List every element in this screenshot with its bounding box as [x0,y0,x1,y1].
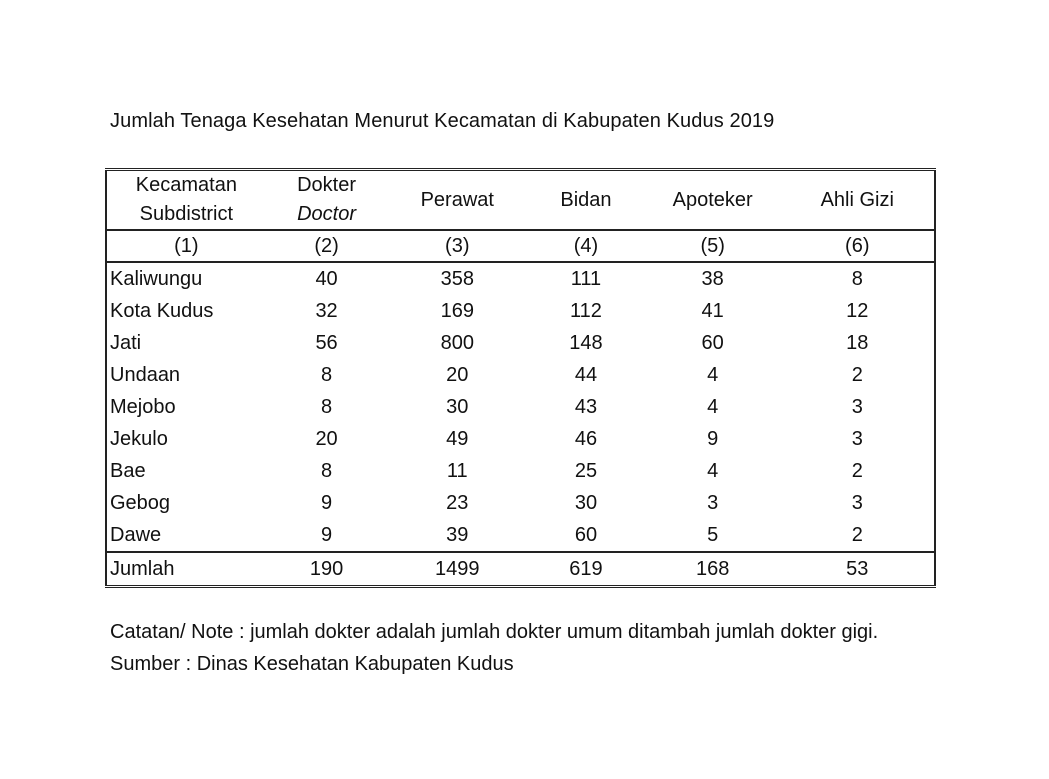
nutritionist-cell: 8 [851,267,863,290]
doctor-cell: 8 [321,395,333,418]
pharmacist-cell: 60 [701,331,724,354]
total-row: Jumlah 190 1499 619 168 53 [106,551,935,587]
nurse-cell: 49 [446,427,469,450]
column-number: (2) [265,229,388,263]
midwife-cell: 44 [574,363,598,386]
pharmacist-cell: 3 [707,491,719,514]
pharmacist-cell: 5 [707,523,719,546]
pharmacist-cell: 38 [701,267,724,290]
table-row: Kota Kudus 32 169 112 41 12 [106,295,935,327]
header-subdistrict-line1: Kecamatan [135,174,237,196]
nurse-cell: 23 [446,491,469,514]
header-row: Kecamatan Subdistrict Dokter Doctor Pera… [106,170,935,231]
column-number: (4) [527,229,645,263]
nutritionist-cell: 2 [851,363,863,386]
pharmacist-cell: 9 [707,427,719,450]
table-row: Mejobo 8 30 43 4 3 [106,391,935,423]
midwife-cell: 30 [574,491,598,514]
subdistrict-cell: Undaan [110,363,181,386]
table-title: Jumlah Tenaga Kesehatan Menurut Kecamata… [110,110,775,132]
subdistrict-cell: Gebog [110,491,171,514]
doctor-cell: 32 [315,299,338,322]
footnotes: Catatan/ Note : jumlah dokter adalah jum… [110,616,878,680]
midwife-cell: 112 [570,299,602,322]
nurse-cell: 39 [446,523,469,546]
header-doctor-line1: Dokter [297,174,357,196]
column-number: (5) [644,229,781,263]
note-text: Catatan/ Note : jumlah dokter adalah jum… [110,621,879,643]
nutritionist-cell: 3 [851,427,863,450]
total-pharmacist: 168 [644,551,781,587]
table-row: Jekulo 20 49 46 9 3 [106,423,935,455]
doctor-cell: 40 [315,267,338,290]
header-doctor-line2: Doctor [297,203,357,225]
table-row: Bae 8 11 25 4 2 [106,455,935,487]
nutritionist-cell: 12 [846,299,869,322]
header-midwife: Bidan [560,188,612,211]
subdistrict-cell: Dawe [110,523,162,546]
column-number-row: (1) (2) (3) (4) (5) (6) [106,229,935,263]
subdistrict-cell: Mejobo [110,395,176,418]
pharmacist-cell: 4 [707,459,719,482]
nutritionist-cell: 3 [851,395,863,418]
nurse-cell: 11 [446,459,468,482]
doctor-cell: 8 [321,459,333,482]
header-doctor: Dokter Doctor [266,170,388,231]
health-workers-table: Kecamatan Subdistrict Dokter Doctor Pera… [105,168,936,588]
total-doctor: 190 [265,551,388,587]
total-midwife: 619 [527,551,645,587]
header-subdistrict-line2: Subdistrict [139,203,234,225]
header-subdistrict: Kecamatan Subdistrict [106,170,266,231]
table-row: Dawe 9 39 60 5 2 [106,519,935,552]
column-number: (6) [780,229,935,263]
total-label: Jumlah [106,551,266,587]
doctor-cell: 20 [315,427,338,450]
doctor-cell: 9 [321,523,333,546]
nutritionist-cell: 2 [851,523,863,546]
pharmacist-cell: 41 [701,299,724,322]
nutritionist-cell: 3 [851,491,863,514]
midwife-cell: 111 [570,267,602,290]
table-row: Gebog 9 23 30 3 3 [106,487,935,519]
nutritionist-cell: 2 [851,459,863,482]
midwife-cell: 60 [574,523,598,546]
health-workers-table-container: Kecamatan Subdistrict Dokter Doctor Pera… [105,168,936,588]
doctor-cell: 9 [321,491,333,514]
pharmacist-cell: 4 [707,363,719,386]
nutritionist-cell: 18 [846,331,869,354]
doctor-cell: 8 [321,363,333,386]
source-text: Sumber : Dinas Kesehatan Kabupaten Kudus [110,653,514,675]
total-nutritionist: 53 [780,551,935,587]
subdistrict-cell: Jati [110,331,142,354]
doctor-cell: 56 [315,331,338,354]
midwife-cell: 46 [574,427,598,450]
subdistrict-cell: Jekulo [110,427,168,450]
midwife-cell: 25 [574,459,598,482]
table-row: Jati 56 800 148 60 18 [106,327,935,359]
nurse-cell: 358 [440,267,474,290]
subdistrict-cell: Kota Kudus [110,299,214,322]
table-row: Undaan 8 20 44 4 2 [106,359,935,391]
header-nurse: Perawat [420,188,494,211]
nurse-cell: 169 [440,299,474,322]
table-row: Kaliwungu 40 358 111 38 8 [106,262,935,295]
total-nurse: 1499 [387,551,528,587]
subdistrict-cell: Kaliwungu [110,267,203,290]
subdistrict-cell: Bae [110,459,146,482]
header-nutritionist: Ahli Gizi [820,188,894,211]
nurse-cell: 20 [446,363,469,386]
column-number: (3) [387,229,528,263]
nurse-cell: 800 [440,331,474,354]
column-number: (1) [106,229,266,263]
nurse-cell: 30 [446,395,469,418]
midwife-cell: 43 [574,395,598,418]
header-pharmacist: Apoteker [672,188,753,211]
midwife-cell: 148 [569,331,603,354]
pharmacist-cell: 4 [707,395,719,418]
